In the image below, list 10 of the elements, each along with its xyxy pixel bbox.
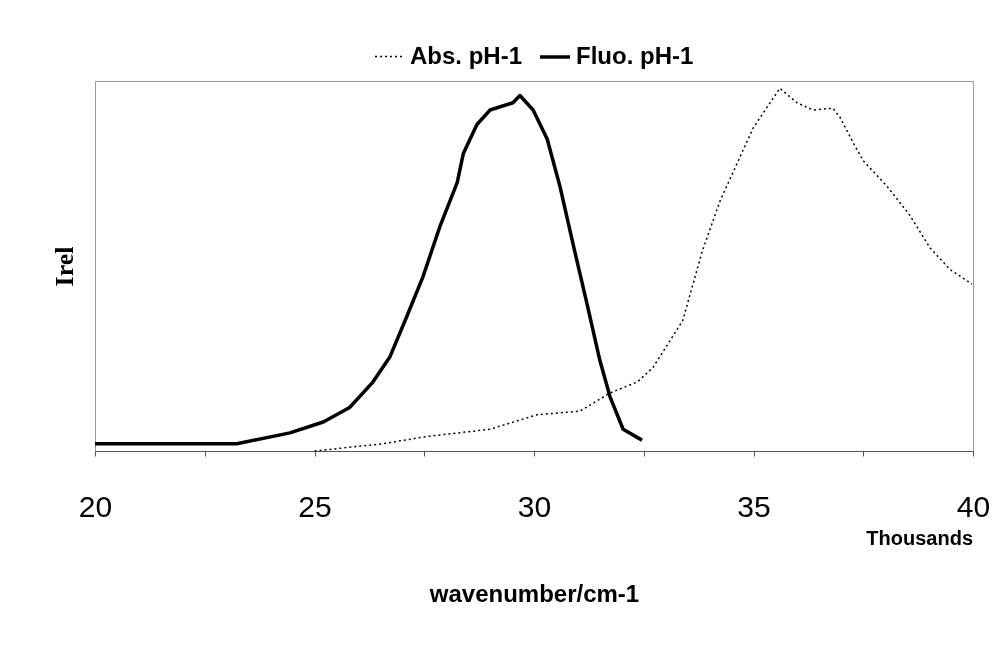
x-tick-label: 20 <box>78 489 113 523</box>
x-tick-label: 25 <box>298 489 332 523</box>
text: Thousands <box>866 527 973 549</box>
legend-label: Fluo. pH-1 <box>576 42 694 69</box>
x-tick-label: 30 <box>517 489 552 523</box>
x-axis-title: wavenumber/cm-1 <box>428 579 640 607</box>
x-tick-label: 35 <box>737 489 771 523</box>
y-axis-title: Irel <box>49 246 79 287</box>
x-tick-label: 40 <box>956 489 991 523</box>
legend-label: Abs. pH-1 <box>410 41 523 69</box>
